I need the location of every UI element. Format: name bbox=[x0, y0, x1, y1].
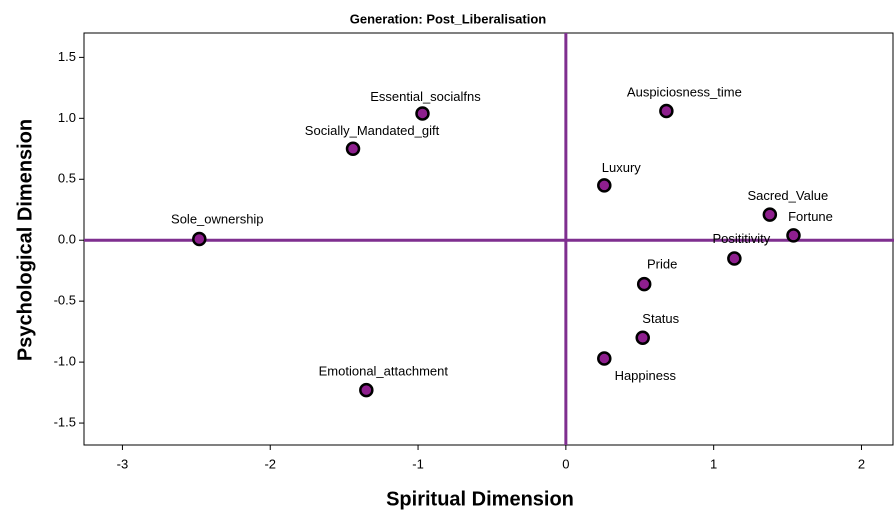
point bbox=[786, 228, 801, 243]
y-axis-label: Psychological Dimension bbox=[14, 119, 36, 361]
point-label: Happiness bbox=[615, 368, 677, 383]
y-tick-label: 0.5 bbox=[58, 171, 76, 186]
y-tick-label: 1.5 bbox=[58, 49, 76, 64]
y-tick-label: 1.0 bbox=[58, 110, 76, 125]
point-label: Essential_socialfns bbox=[370, 89, 481, 104]
x-tick-label: -2 bbox=[264, 456, 276, 471]
point bbox=[359, 382, 374, 398]
point-label: Fortune bbox=[788, 209, 833, 224]
point bbox=[192, 231, 207, 247]
point-label: Pride bbox=[647, 257, 677, 272]
point bbox=[636, 276, 652, 292]
point bbox=[635, 330, 650, 345]
point bbox=[345, 141, 361, 157]
x-tick-label: -1 bbox=[412, 456, 424, 471]
point bbox=[727, 251, 742, 266]
point bbox=[415, 106, 430, 121]
x-axis-label: Spiritual Dimension bbox=[386, 488, 574, 510]
point bbox=[597, 178, 612, 193]
point bbox=[762, 207, 778, 222]
point-label: Socially_Mandated_gift bbox=[305, 123, 440, 138]
x-tick-label: 0 bbox=[562, 456, 569, 471]
point bbox=[659, 103, 674, 119]
x-tick-label: 1 bbox=[710, 456, 717, 471]
x-tick-label: -3 bbox=[117, 456, 129, 471]
point-label: Auspiciosness_time bbox=[627, 84, 742, 99]
point-label: Posititivity bbox=[712, 231, 770, 246]
point-label: Luxury bbox=[602, 160, 642, 175]
point-label: Sole_ownership bbox=[171, 211, 264, 226]
point bbox=[597, 351, 612, 366]
y-tick-label: -1.0 bbox=[54, 354, 76, 369]
x-tick-label: 2 bbox=[858, 456, 865, 471]
y-tick-label: -0.5 bbox=[54, 293, 76, 308]
point-label: Emotional_attachment bbox=[319, 364, 449, 379]
y-tick-label: -1.5 bbox=[54, 414, 76, 429]
point-label: Sacred_Value bbox=[747, 188, 828, 203]
y-tick-label: 0.0 bbox=[58, 232, 76, 247]
point-label: Status bbox=[642, 311, 679, 326]
chart-title: Generation: Post_Liberalisation bbox=[350, 11, 547, 26]
